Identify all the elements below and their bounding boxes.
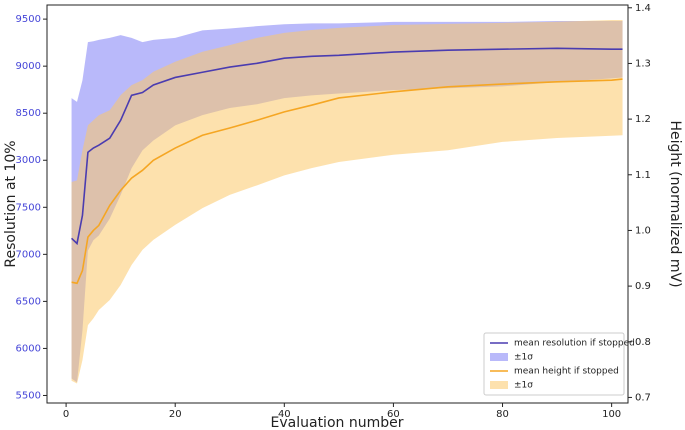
y-tick-label: 5500: [16, 390, 41, 401]
y-tick-label: 6500: [16, 296, 41, 307]
x-tick-label: 100: [602, 409, 621, 420]
y2-tick-label: 1.3: [635, 58, 651, 69]
y2-tick-label: 1.2: [635, 114, 651, 125]
plot-frame: [46, 4, 629, 404]
y-axis-label: Resolution at 10%: [3, 140, 19, 267]
y-tick-label: 7000: [16, 249, 41, 260]
y2-tick-label: 0.9: [635, 281, 651, 292]
legend-swatch: [490, 381, 508, 389]
band: [71, 20, 623, 384]
y-tick-label: 9000: [16, 61, 41, 72]
x-tick-label: 60: [387, 409, 400, 420]
legend-label: ±1σ: [514, 353, 533, 363]
line: [71, 78, 623, 285]
y-tick-label: 3000: [16, 155, 41, 166]
y-tick-label: 7500: [16, 202, 41, 213]
line: [70, 47, 623, 246]
x-tick-label: 40: [278, 409, 291, 420]
y2-tick-label: 1.1: [635, 170, 651, 181]
legend: mean resolution if stopped ±1σ mean height…: [483, 332, 635, 396]
legend-swatch: [490, 353, 508, 361]
y-tick-label: 6000: [16, 343, 41, 354]
x-tick-label: 0: [63, 409, 69, 420]
legend-label: mean resolution if stopped: [514, 339, 635, 349]
legend-label: mean height if stopped: [514, 367, 619, 377]
y-tick-label: 9500: [16, 14, 41, 25]
legend-box: [483, 332, 625, 396]
y2-tick-label: 1.0: [635, 225, 651, 236]
y2-tick-label: 0.7: [635, 392, 651, 403]
x-tick-label: 20: [169, 409, 182, 420]
y-tick-label: 8500: [16, 108, 41, 119]
x-tick-label: 80: [496, 409, 509, 420]
y2-tick-label: 1.4: [635, 3, 651, 14]
y2-tick-label: 0.8: [635, 337, 651, 348]
x-axis-label: Evaluation number: [271, 415, 404, 430]
legend-label: ±1σ: [514, 381, 533, 391]
y2-axis-label: Height (normalized mV): [667, 120, 683, 287]
